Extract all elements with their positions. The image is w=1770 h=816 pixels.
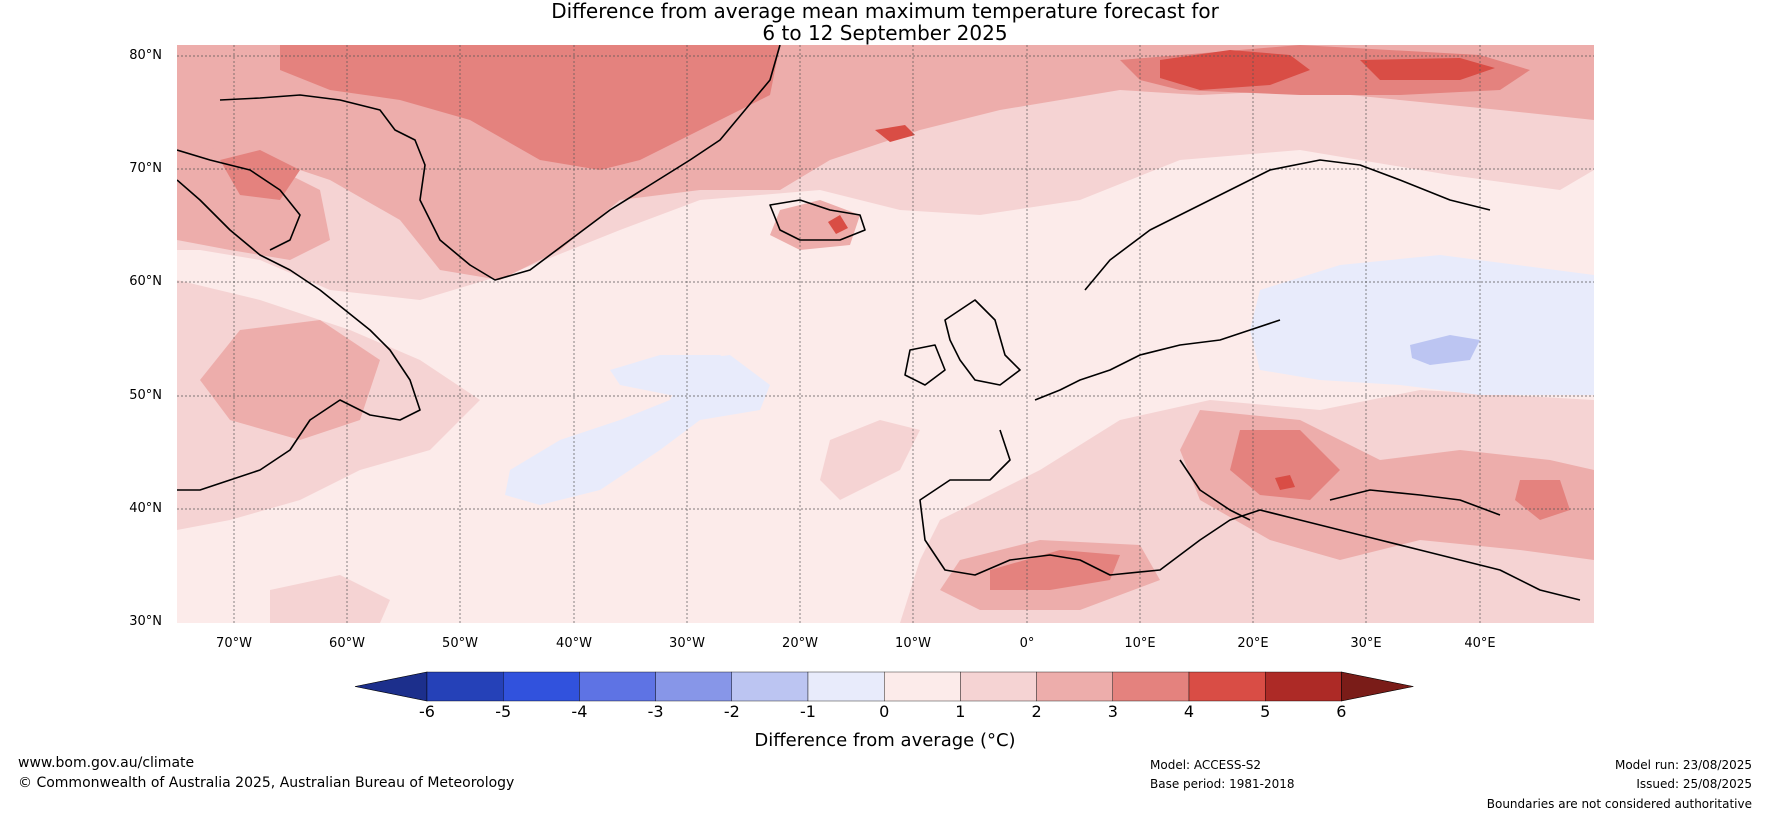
anomaly-band-4-5 <box>1275 475 1295 490</box>
footer-website: www.bom.gov.au/climate <box>18 755 195 771</box>
lon-label-20e: 20°E <box>1237 636 1269 651</box>
lon-label-40e: 40°E <box>1464 636 1496 651</box>
coastlines <box>177 45 1581 601</box>
colorbar-tick-label: -5 <box>495 702 512 721</box>
anomaly-band-3-4 <box>1515 480 1570 520</box>
lat-label-80n: 80°N <box>129 48 162 63</box>
map-title-line2: 6 to 12 September 2025 <box>762 21 1008 45</box>
anomaly-band-4-5 <box>828 215 848 234</box>
anomaly-band-3-4 <box>220 150 300 200</box>
colorbar-tick-label: 3 <box>1107 702 1118 721</box>
lon-label-30e: 30°E <box>1350 636 1382 651</box>
anomaly-field <box>177 45 1594 623</box>
anomaly-band-neg1-0 <box>1250 255 1594 395</box>
anomaly-band-neg2-neg1 <box>1410 335 1480 365</box>
anomaly-band-2-3 <box>770 200 860 250</box>
colorbar-tick-label: -4 <box>571 702 588 721</box>
baffin-coast <box>177 149 301 251</box>
colorbar-segments <box>354 671 1414 702</box>
colorbar-segment <box>884 671 961 702</box>
mediterranean-coast <box>919 429 1581 601</box>
britain-coast <box>944 299 1021 386</box>
anomaly-band-4-5 <box>1360 58 1495 80</box>
lon-label-20w: 20°W <box>782 636 818 651</box>
lon-label-40w: 40°W <box>556 636 592 651</box>
anomaly-band-2-3 <box>200 320 380 440</box>
anomaly-band-1-2 <box>820 420 920 500</box>
iceland-coast <box>769 199 866 241</box>
colorbar-segment <box>426 671 504 702</box>
lon-label-50w: 50°W <box>442 636 478 651</box>
northsea-coast <box>1034 319 1281 401</box>
lon-label-70w: 70°W <box>216 636 252 651</box>
lat-label-40n: 40°N <box>129 501 162 516</box>
lon-label-60w: 60°W <box>329 636 365 651</box>
lon-label-10e: 10°E <box>1124 636 1156 651</box>
footer-copyright: © Commonwealth of Australia 2025, Austra… <box>18 775 515 791</box>
anomaly-band-4-5 <box>1160 50 1310 90</box>
colorbar-tick-label: 4 <box>1183 702 1195 721</box>
canada-coast <box>177 179 421 491</box>
colorbar-segment <box>1112 671 1190 702</box>
colorbar-segment <box>1264 671 1342 702</box>
colorbar-segment <box>960 671 1037 702</box>
colorbar-tick-label: -6 <box>419 702 435 721</box>
colorbar-segment <box>807 671 885 702</box>
colorbar-segment <box>1188 671 1266 702</box>
footer-model-run: Model run: 23/08/2025 <box>1614 758 1752 772</box>
colorbar-segment <box>655 671 732 702</box>
lat-label-30n: 30°N <box>129 614 162 629</box>
greenland-coast <box>219 45 781 281</box>
colorbar-tick-label: -2 <box>723 702 740 721</box>
ireland-coast <box>904 344 946 386</box>
colorbar-tick-label: 0 <box>879 702 890 721</box>
blacksea-coast <box>1329 489 1501 516</box>
colorbar-tick-label: -1 <box>800 702 816 721</box>
map-title-line1: Difference from average mean maximum tem… <box>551 0 1219 23</box>
colorbar-label: Difference from average (°C) <box>754 730 1016 751</box>
colorbar-tick-label: 5 <box>1260 702 1271 721</box>
colorbar-segment <box>1036 671 1113 702</box>
anomaly-band-3-4 <box>1230 430 1340 500</box>
lat-label-50n: 50°N <box>129 388 162 403</box>
lon-label-0: 0° <box>1019 636 1035 651</box>
anomaly-band-4-5 <box>875 125 915 142</box>
anomaly-band-3-4 <box>280 45 780 170</box>
anomaly-band-1-2 <box>270 575 390 623</box>
colorbar-extend-low <box>354 671 428 702</box>
anomaly-band-neg1-0 <box>610 355 760 395</box>
lon-label-10w: 10°W <box>895 636 931 651</box>
footer-disclaimer: Boundaries are not considered authoritat… <box>1486 797 1752 811</box>
colorbar-tick-label: 6 <box>1336 702 1347 721</box>
footer-model: Model: ACCESS-S2 <box>1150 758 1262 772</box>
italy-coast <box>1179 459 1251 521</box>
footer-issued: Issued: 25/08/2025 <box>1636 777 1752 791</box>
lon-label-30w: 30°W <box>669 636 705 651</box>
footer-base-period: Base period: 1981-2018 <box>1150 777 1295 791</box>
colorbar-segment <box>579 671 656 702</box>
colorbar-extend-high <box>1341 671 1414 702</box>
anomaly-band-2-3 <box>177 140 330 260</box>
lat-label-60n: 60°N <box>129 274 162 289</box>
colorbar-tick-label: -3 <box>647 702 664 721</box>
colorbar-tick-label: 1 <box>955 702 966 721</box>
anomaly-band-3-4 <box>990 550 1120 590</box>
colorbar-segment <box>731 671 809 702</box>
lat-label-70n: 70°N <box>129 161 162 176</box>
scandinavia-coast <box>1084 159 1491 291</box>
colorbar-tick-label: 2 <box>1031 702 1042 721</box>
colorbar-segment <box>503 671 580 702</box>
graticule <box>177 45 1594 623</box>
